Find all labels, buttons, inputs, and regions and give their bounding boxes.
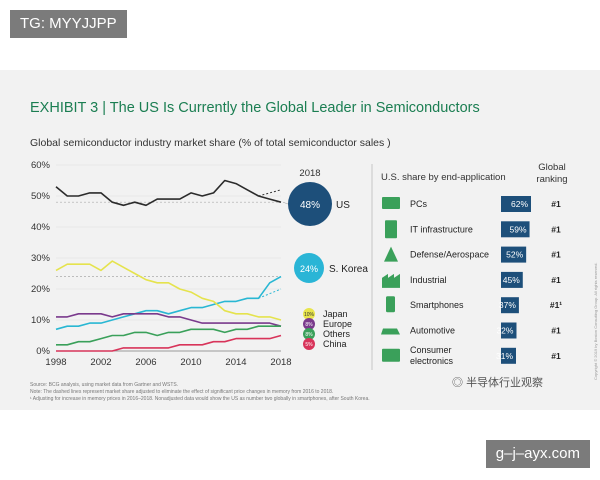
ranking-value: #1 xyxy=(551,326,561,336)
bar-value-label: 32% xyxy=(496,326,513,336)
smartphone-icon xyxy=(386,296,395,313)
category-label: Consumer xyxy=(410,345,452,355)
y-tick-label: 60% xyxy=(31,160,51,171)
year-label: 2018 xyxy=(299,168,320,179)
defense-icon xyxy=(384,246,398,262)
tv-icon xyxy=(382,348,400,362)
x-tick-label: 1998 xyxy=(45,357,66,368)
korea-adjusted-dashed-line xyxy=(258,288,282,299)
category-label: Defense/Aerospace xyxy=(410,250,489,260)
bar-0 xyxy=(501,196,531,212)
legend-label-others: Others xyxy=(323,329,351,339)
bar-value-label: 45% xyxy=(503,275,520,285)
pc-icon xyxy=(382,197,400,209)
category-label: electronics xyxy=(410,356,454,366)
series-line-others xyxy=(56,325,281,346)
ranking-value: #1 xyxy=(551,275,561,285)
series-line-europe xyxy=(56,312,282,327)
bar-value-label: 37% xyxy=(499,300,516,310)
us-bubble xyxy=(288,182,332,226)
ranking-value: #1 xyxy=(551,351,561,361)
bubble-value-others: 8% xyxy=(305,332,313,338)
category-label: PCs xyxy=(410,199,428,209)
category-label: IT infrastructure xyxy=(410,224,473,234)
x-tick-label: 2006 xyxy=(135,357,156,368)
server-icon xyxy=(385,220,397,239)
korea-legend-label: S. Korea xyxy=(329,264,368,275)
car-icon xyxy=(381,328,400,335)
korea-bubble-value: 24% xyxy=(300,264,318,274)
bar-6 xyxy=(501,347,516,364)
bubble-others xyxy=(303,328,315,340)
bar-value-label: 59% xyxy=(510,224,527,234)
y-tick-label: 20% xyxy=(31,284,51,295)
legend-label-japan: Japan xyxy=(323,309,348,319)
series-line-china xyxy=(56,334,282,352)
x-tick-label: 2014 xyxy=(225,357,246,368)
url-watermark: g–j–ayx.com xyxy=(485,440,590,468)
series-line-japan xyxy=(55,260,282,321)
bubble-europe xyxy=(303,318,315,330)
ranking-header-line2: ranking xyxy=(536,174,567,185)
y-tick-label: 40% xyxy=(31,222,51,233)
bar-2 xyxy=(501,246,527,263)
bubble-japan xyxy=(303,308,315,320)
legend-label-europe: Europe xyxy=(323,319,352,329)
wechat-icon: ◎ xyxy=(452,377,463,389)
korea-bubble xyxy=(294,253,324,283)
footnote-source: Source: BCG analysis, using market data … xyxy=(30,382,179,388)
exhibit-panel xyxy=(0,70,600,410)
ranking-value: #1 xyxy=(551,224,561,234)
bar-1 xyxy=(501,221,530,238)
legend-label-china: China xyxy=(323,339,347,349)
x-tick-label: 2018 xyxy=(270,357,291,368)
exhibit-title: EXHIBIT 3 | The US Is Currently the Glob… xyxy=(30,100,480,116)
us-legend-label: US xyxy=(336,200,350,211)
bar-value-label: 31% xyxy=(496,351,513,361)
bar-chart-title: U.S. share by end-application xyxy=(381,172,506,183)
category-label: Smartphones xyxy=(410,300,464,310)
tag-badge: TG: MYYJJPP xyxy=(10,10,127,38)
footnote-note: Note: The dashed lines represent market … xyxy=(30,389,334,395)
x-tick-label: 2010 xyxy=(180,357,201,368)
ranking-value: #1 xyxy=(551,199,561,209)
series-line-us xyxy=(55,179,282,207)
copyright-text: Copyright © 2019 by Boston Consulting Gr… xyxy=(593,263,598,380)
ranking-value: #1 xyxy=(551,250,561,260)
x-tick-label: 2002 xyxy=(90,357,111,368)
line-chart-title: Global semiconductor industry market sha… xyxy=(30,137,391,149)
us-connector xyxy=(282,201,289,205)
bubble-value-japan: 10% xyxy=(304,312,315,318)
wechat-label: 半导体行业观察 xyxy=(466,377,544,389)
wechat-watermark: ◎ 半导体行业观察 xyxy=(452,374,543,390)
bubble-value-europe: 8% xyxy=(305,322,313,328)
us-bubble-value: 48% xyxy=(300,200,320,211)
bubble-china xyxy=(303,338,315,350)
y-tick-label: 0% xyxy=(36,346,50,357)
category-label: Industrial xyxy=(410,275,447,285)
ranking-value: #1¹ xyxy=(550,300,562,310)
bar-3 xyxy=(501,271,523,288)
bar-value-label: 62% xyxy=(511,199,528,209)
series-line-skorea xyxy=(55,275,282,331)
bar-4 xyxy=(501,297,519,314)
us-adjusted-dashed-line xyxy=(258,189,282,197)
y-tick-label: 10% xyxy=(31,315,51,326)
bar-value-label: 52% xyxy=(506,250,523,260)
y-tick-label: 30% xyxy=(31,253,51,264)
y-tick-label: 50% xyxy=(31,191,51,202)
ranking-header-line1: Global xyxy=(538,162,565,173)
category-label: Automotive xyxy=(410,326,455,336)
bubble-value-china: 5% xyxy=(305,342,313,348)
bar-5 xyxy=(501,322,517,339)
footnote-adjusted: ¹ Adjusting for increase in memory price… xyxy=(30,396,370,402)
factory-icon xyxy=(382,273,400,288)
